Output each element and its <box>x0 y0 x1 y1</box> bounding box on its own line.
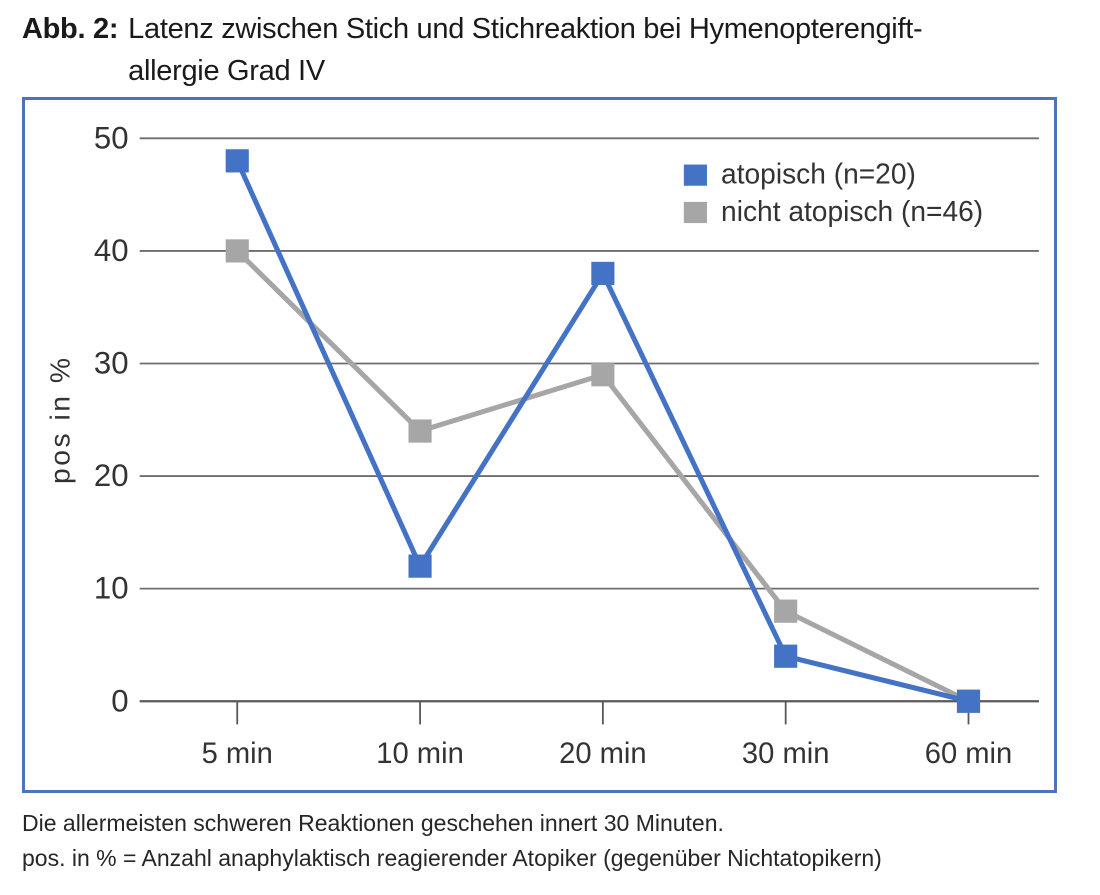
x-tick-label: 10 min <box>376 738 464 770</box>
y-tick-label: 10 <box>94 571 129 606</box>
y-tick-label: 30 <box>94 346 129 381</box>
x-tick-label: 30 min <box>742 738 830 770</box>
x-tick-label: 20 min <box>559 738 647 770</box>
legend-label: atopisch (n=20) <box>721 158 916 190</box>
data-point-marker <box>591 363 615 387</box>
data-point-marker <box>408 554 432 578</box>
y-axis-title: pos in % <box>43 356 75 484</box>
data-point-marker <box>408 419 432 443</box>
x-tick-label: 5 min <box>202 738 273 770</box>
data-point-marker <box>591 261 615 286</box>
figure-title-line1: Latenz zwischen Stich und Stichreaktion … <box>128 13 923 45</box>
y-tick-label: 40 <box>94 233 129 268</box>
legend-swatch <box>683 201 707 224</box>
data-point-marker <box>774 644 798 668</box>
figure-label: Abb. 2: <box>22 13 119 45</box>
caption-line2: pos. in % = Anzahl anaphylaktisch reagie… <box>22 845 882 871</box>
data-point-marker <box>956 689 981 713</box>
line-chart: 0 10 20 30 40 50 5 min 10 min 20 min 30 min 60 min… <box>43 120 1039 770</box>
data-point-marker <box>225 149 249 173</box>
y-tick-label: 50 <box>94 120 129 155</box>
legend-label: nicht atopisch (n=46) <box>721 195 983 227</box>
x-tick-label: 60 min <box>925 738 1013 770</box>
data-point-marker <box>225 239 249 263</box>
chart-frame: 0 10 20 30 40 50 5 min 10 min 20 min 30 min 60 min… <box>22 97 1057 793</box>
data-point-marker <box>774 599 798 623</box>
y-tick-label: 20 <box>94 458 129 493</box>
series-line <box>234 159 970 704</box>
caption-line1: Die allermeisten schweren Reaktionen ges… <box>22 810 724 836</box>
figure-title: Abb. 2: Latenz zwischen Stich und Stichr… <box>22 8 923 92</box>
figure-title-text: Latenz zwischen Stich und Stichreaktion … <box>128 8 922 92</box>
figure-caption: Die allermeisten schweren Reaktionen ges… <box>22 806 882 876</box>
y-tick-label: 0 <box>111 683 128 718</box>
figure-title-line2: allergie Grad IV <box>128 55 325 87</box>
legend-swatch <box>683 164 707 186</box>
